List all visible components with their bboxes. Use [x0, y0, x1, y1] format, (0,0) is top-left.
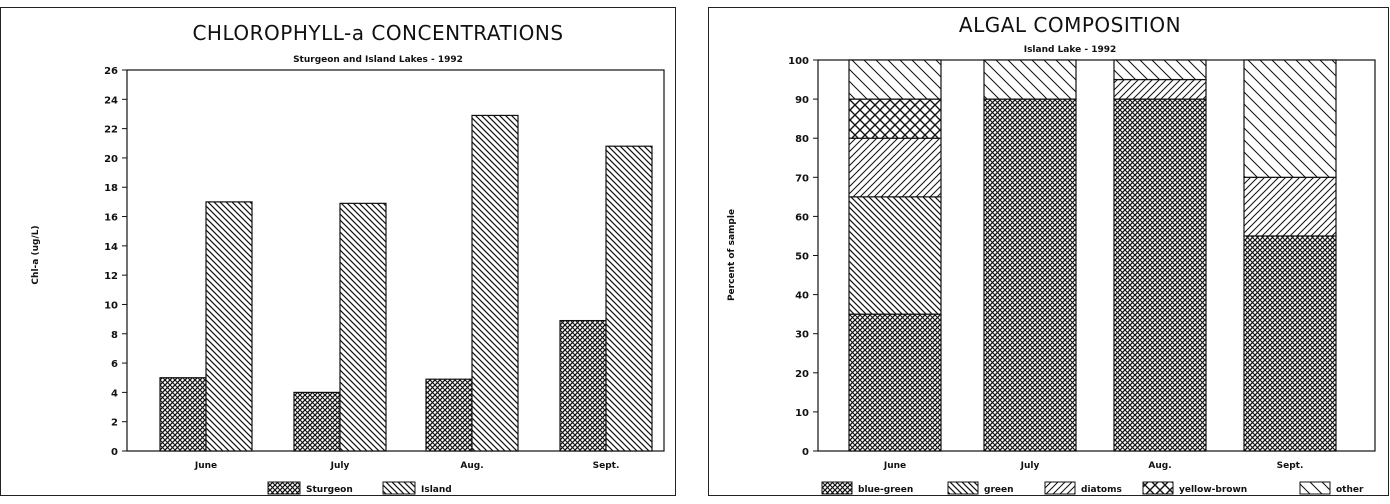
bar-green-june: [848, 196, 942, 315]
legend-swatch-sturgeon: [267, 481, 301, 495]
y-tick-label: 6: [111, 359, 118, 370]
y-tick-label: 16: [104, 213, 118, 224]
y-tick-label: 4: [111, 388, 118, 399]
bar-island-june: [205, 201, 253, 452]
legend-label-island: Island: [421, 485, 452, 495]
y-tick-label: 70: [795, 173, 809, 184]
y-tick-label: 22: [104, 125, 118, 136]
legend-label-diatoms: diatoms: [1081, 485, 1122, 495]
y-tick-label: 100: [788, 56, 809, 67]
legend-label-green: green: [984, 485, 1014, 495]
y-tick-label: 20: [104, 154, 118, 165]
y-tick-label: 18: [104, 183, 118, 194]
bar-sturgeon-sept: [559, 319, 607, 452]
chart1-x-ticks: June July Aug. Sept.: [194, 461, 620, 471]
legend-label-sturgeon: Sturgeon: [306, 485, 353, 495]
bar-island-aug: [471, 114, 519, 452]
legend-swatch-yellow-brown: [1142, 481, 1174, 495]
bar-blue-green-sept: [1243, 235, 1337, 452]
chart1-subtitle: Sturgeon and Island Lakes - 1992: [293, 55, 463, 65]
y-tick-label: 10: [104, 300, 118, 311]
left-frame: [0, 7, 676, 496]
bar-blue-green-aug: [1113, 98, 1207, 452]
y-tick-label: 10: [795, 408, 809, 419]
x-tick-label: Aug.: [460, 461, 483, 471]
chart2-y-axis-label: Percent of sample: [727, 209, 737, 301]
x-tick-label: Sept.: [1277, 461, 1304, 471]
y-tick-label: 40: [795, 291, 809, 302]
bar-yellow-brown-june: [848, 98, 942, 139]
chlorophyll-chart: CHLOROPHYLL-a CONCENTRATIONS Sturgeon an…: [31, 21, 665, 495]
algal-composition-chart: ALGAL COMPOSITION Island Lake - 1992 Per…: [727, 13, 1376, 495]
chart1-bars: [159, 114, 653, 452]
legend-swatch-blue-green: [821, 481, 853, 495]
bar-island-july: [339, 202, 387, 452]
bar-blue-green-july: [983, 98, 1077, 452]
y-tick-label: 30: [795, 330, 809, 341]
y-tick-label: 80: [795, 134, 809, 145]
y-tick-label: 60: [795, 212, 809, 223]
chart1-y-axis-label: Chl-a (ug/L): [31, 225, 41, 284]
chart2-subtitle: Island Lake - 1992: [1024, 45, 1117, 55]
chart1-title: CHLOROPHYLL-a CONCENTRATIONS: [192, 21, 563, 45]
bar-other-june: [848, 59, 942, 100]
bar-sturgeon-june: [159, 377, 207, 452]
x-tick-label: Aug.: [1148, 461, 1171, 471]
legend-label-other: other: [1336, 485, 1364, 495]
bar-blue-green-june: [848, 313, 942, 452]
x-tick-label: July: [330, 461, 350, 471]
x-tick-label: June: [883, 461, 906, 471]
bar-sturgeon-july: [293, 391, 341, 452]
y-tick-label: 8: [111, 330, 118, 341]
x-tick-label: July: [1020, 461, 1040, 471]
bar-other-sept: [1243, 59, 1337, 178]
chart2-bars: [848, 59, 1337, 452]
y-tick-label: 26: [104, 66, 118, 77]
y-tick-label: 0: [802, 447, 809, 458]
bar-diatoms-sept: [1243, 176, 1337, 237]
chart1-legend: Sturgeon Island: [267, 481, 452, 495]
legend-label-yellow-brown: yellow-brown: [1179, 485, 1247, 495]
bar-other-july: [983, 59, 1077, 100]
legend-label-blue-green: blue-green: [858, 485, 913, 495]
y-tick-label: 50: [795, 252, 809, 263]
legend-swatch-other: [1299, 481, 1331, 495]
y-tick-label: 0: [111, 447, 118, 458]
chart2-legend: blue-green green diatoms yellow-brown other: [821, 481, 1364, 495]
chart1-plot-area: [126, 69, 665, 452]
legend-swatch-green: [947, 481, 979, 495]
bar-diatoms-aug: [1113, 78, 1207, 100]
y-tick-label: 12: [104, 271, 118, 282]
legend-swatch-diatoms: [1044, 481, 1076, 495]
right-frame: [708, 7, 1389, 496]
chart2-y-ticks: 0 10 20 30 40 50 60 70 80 90 100: [788, 56, 818, 458]
bar-island-sept: [605, 145, 653, 452]
y-tick-label: 20: [795, 369, 809, 380]
bar-other-aug: [1113, 59, 1207, 81]
chart2-title: ALGAL COMPOSITION: [959, 13, 1181, 37]
y-tick-label: 14: [104, 242, 118, 253]
bar-sturgeon-aug: [425, 378, 473, 452]
bar-diatoms-june: [848, 137, 942, 198]
y-tick-label: 24: [104, 95, 118, 106]
x-tick-label: Sept.: [593, 461, 620, 471]
y-tick-label: 90: [795, 95, 809, 106]
legend-swatch-island: [382, 481, 416, 495]
chart2-x-ticks: June July Aug. Sept.: [883, 461, 1304, 471]
x-tick-label: June: [194, 461, 217, 471]
y-tick-label: 2: [111, 418, 118, 429]
